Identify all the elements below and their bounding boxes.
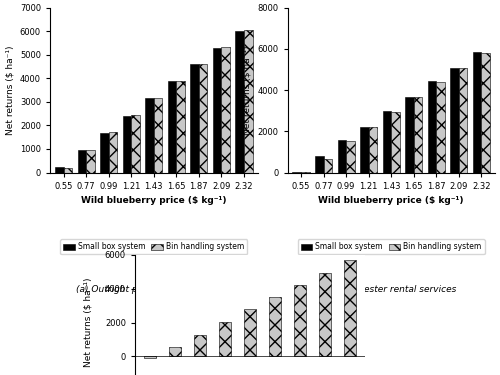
Bar: [344, 260, 356, 356]
Bar: [414, 97, 422, 172]
Bar: [319, 273, 331, 356]
Bar: [145, 99, 154, 172]
Y-axis label: Net returns ($ ha⁻¹): Net returns ($ ha⁻¹): [84, 278, 92, 367]
Legend: Small box system, Bin handling system: Small box system, Bin handling system: [60, 239, 247, 255]
Bar: [368, 128, 378, 172]
Text: (b) Harvester rental services: (b) Harvester rental services: [326, 285, 456, 294]
Bar: [244, 309, 256, 356]
Bar: [346, 141, 354, 172]
Bar: [108, 132, 117, 172]
Bar: [236, 31, 244, 172]
Bar: [459, 68, 468, 172]
Bar: [144, 356, 156, 358]
Bar: [391, 112, 400, 172]
Bar: [382, 111, 392, 172]
Bar: [436, 82, 445, 172]
Bar: [122, 116, 131, 172]
Bar: [190, 64, 199, 172]
Text: (a) Outright purchase of harvester: (a) Outright purchase of harvester: [76, 285, 232, 294]
Bar: [482, 53, 490, 172]
Bar: [78, 150, 86, 172]
Bar: [86, 150, 94, 172]
Bar: [213, 48, 222, 172]
Bar: [100, 133, 108, 172]
X-axis label: Wild blueberry price ($ kg⁻¹): Wild blueberry price ($ kg⁻¹): [81, 196, 227, 205]
Bar: [219, 322, 231, 356]
Bar: [176, 81, 185, 172]
Bar: [405, 97, 414, 172]
Y-axis label: Net returns ($ ha⁻¹): Net returns ($ ha⁻¹): [6, 45, 15, 135]
Bar: [360, 126, 368, 172]
Bar: [55, 167, 64, 172]
Bar: [168, 81, 176, 172]
Bar: [244, 30, 252, 172]
Bar: [269, 297, 281, 356]
Bar: [450, 68, 459, 172]
Bar: [222, 47, 230, 172]
Bar: [294, 285, 306, 356]
Bar: [338, 140, 346, 172]
Bar: [194, 335, 206, 356]
Bar: [169, 347, 181, 356]
Y-axis label: Net returns ($ ha⁻¹): Net returns ($ ha⁻¹): [243, 45, 252, 135]
Bar: [315, 156, 324, 172]
Bar: [473, 52, 482, 172]
Bar: [324, 159, 332, 172]
Bar: [199, 64, 207, 173]
X-axis label: Wild blueberry price ($ kg⁻¹): Wild blueberry price ($ kg⁻¹): [318, 196, 464, 205]
Bar: [428, 81, 436, 172]
Bar: [64, 168, 72, 172]
Legend: Small box system, Bin handling system: Small box system, Bin handling system: [298, 239, 485, 255]
Bar: [131, 116, 140, 172]
Bar: [154, 98, 162, 172]
